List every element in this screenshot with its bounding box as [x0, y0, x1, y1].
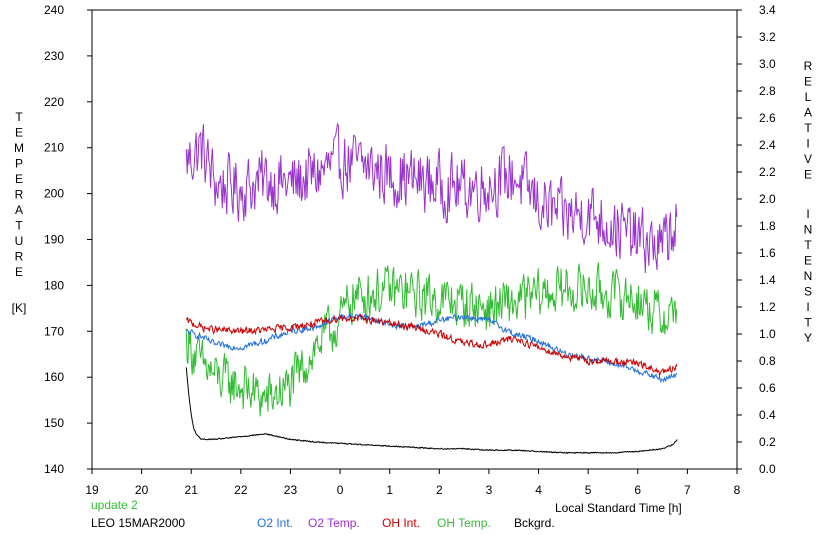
left-axis-ticks: 140 150 160 170 180 190 200 210 220 230 240 [44, 3, 92, 476]
right-axis-title-letter: N [804, 223, 813, 237]
x-tick-label: 19 [85, 483, 99, 497]
right-tick-label: 1.6 [759, 246, 776, 260]
legend: O2 Int. O2 Temp. OH Int. OH Temp. Bckgrd… [257, 516, 555, 530]
x-tick-label: 5 [585, 483, 592, 497]
left-tick-label: 240 [44, 3, 64, 17]
left-axis-title-letter: E [15, 126, 23, 140]
right-tick-label: 2.2 [759, 165, 776, 179]
legend-oh-int: OH Int. [382, 516, 420, 530]
legend-oh-temp: OH Temp. [437, 516, 491, 530]
x-tick-label: 2 [436, 483, 443, 497]
x-tick-label: 0 [337, 483, 344, 497]
left-tick-label: 150 [44, 416, 64, 430]
x-tick-label: 6 [634, 483, 641, 497]
right-axis-title-letter: E [804, 75, 812, 89]
right-tick-label: 0.0 [759, 462, 776, 476]
right-tick-label: 2.4 [759, 138, 776, 152]
left-tick-label: 190 [44, 233, 64, 247]
right-tick-label: 2.0 [759, 192, 776, 206]
left-tick-label: 160 [44, 370, 64, 384]
right-axis-title-letter: I [806, 137, 809, 151]
right-axis-title-letter: A [804, 106, 812, 120]
x-tick-label: 20 [135, 483, 149, 497]
left-axis-unit: [K] [12, 301, 27, 315]
x-tick-label: 22 [234, 483, 248, 497]
left-axis-title-letter: R [15, 188, 24, 202]
right-tick-label: 0.6 [759, 381, 776, 395]
left-axis-title-letter: P [15, 157, 23, 171]
right-tick-label: 2.8 [759, 84, 776, 98]
right-tick-label: 3.2 [759, 30, 776, 44]
left-tick-label: 140 [44, 462, 64, 476]
left-axis-title-letter: E [15, 172, 23, 186]
series-bckgrd-line [185, 367, 678, 454]
right-axis-title-letter: T [804, 121, 812, 135]
x-tick-label: 4 [535, 483, 542, 497]
right-axis-title-letter: R [804, 59, 813, 73]
right-tick-label: 1.4 [759, 273, 776, 287]
plot-area [185, 122, 678, 454]
x-axis-label: Local Standard Time [h] [555, 501, 682, 515]
x-tick-label: 7 [684, 483, 691, 497]
right-axis-title-letter: T [804, 316, 812, 330]
left-tick-label: 210 [44, 141, 64, 155]
legend-o2-temp: O2 Temp. [308, 516, 360, 530]
x-tick-label: 1 [386, 483, 393, 497]
x-tick-label: 21 [185, 483, 199, 497]
left-axis-title-letter: T [15, 110, 23, 124]
right-tick-label: 3.0 [759, 57, 776, 71]
x-tick-label: 23 [284, 483, 298, 497]
station-date-label: LEO 15MAR2000 [91, 516, 185, 530]
right-tick-label: 1.8 [759, 219, 776, 233]
left-tick-label: 170 [44, 324, 64, 338]
left-axis-title-letter: M [14, 141, 24, 155]
legend-bckgrd: Bckgrd. [514, 516, 555, 530]
right-tick-label: 3.4 [759, 3, 776, 17]
right-axis-title-letter: Y [804, 331, 812, 345]
right-axis-title-letter: E [804, 168, 812, 182]
right-axis-title-letter: N [804, 269, 813, 283]
right-axis-title-letter: L [805, 90, 812, 104]
x-axis-ticks: 19 20 21 22 23 0 1 2 3 4 5 6 7 8 [85, 469, 741, 497]
left-tick-label: 230 [44, 49, 64, 63]
series-o2-int-line [186, 312, 678, 384]
left-tick-label: 220 [44, 95, 64, 109]
left-axis-title-letter: E [15, 265, 23, 279]
left-axis-title-letter: R [15, 250, 24, 264]
right-axis-ticks: 0.0 0.2 0.4 0.6 0.8 1.0 1.2 1.4 1.6 1.8 2.0 2.2 2.4 2… [737, 3, 776, 476]
right-axis-title-letter: E [804, 254, 812, 268]
legend-o2-int: O2 Int. [257, 516, 293, 530]
right-axis-title-letter: I [806, 300, 809, 314]
series-oh-int-line [185, 313, 678, 377]
right-tick-label: 2.6 [759, 111, 776, 125]
right-axis-title-letter: T [804, 238, 812, 252]
right-tick-label: 1.2 [759, 300, 776, 314]
right-tick-label: 0.2 [759, 435, 776, 449]
right-axis-title-letter: V [804, 152, 812, 166]
right-axis-title-letter: S [804, 285, 812, 299]
x-tick-label: 3 [486, 483, 493, 497]
left-tick-label: 200 [44, 187, 64, 201]
left-axis-title-letter: A [15, 203, 23, 217]
series-oh-temp-line [185, 262, 678, 417]
left-tick-label: 180 [44, 278, 64, 292]
x-tick-label: 8 [734, 483, 741, 497]
right-tick-label: 0.8 [759, 354, 776, 368]
right-tick-label: 1.0 [759, 327, 776, 341]
update-label: update 2 [91, 498, 138, 512]
right-tick-label: 0.4 [759, 408, 776, 422]
series-o2-temp-line [185, 122, 678, 274]
right-axis-title-letter: I [806, 207, 809, 221]
left-axis-title-letter: U [15, 234, 24, 248]
left-axis-title-letter: T [15, 219, 23, 233]
